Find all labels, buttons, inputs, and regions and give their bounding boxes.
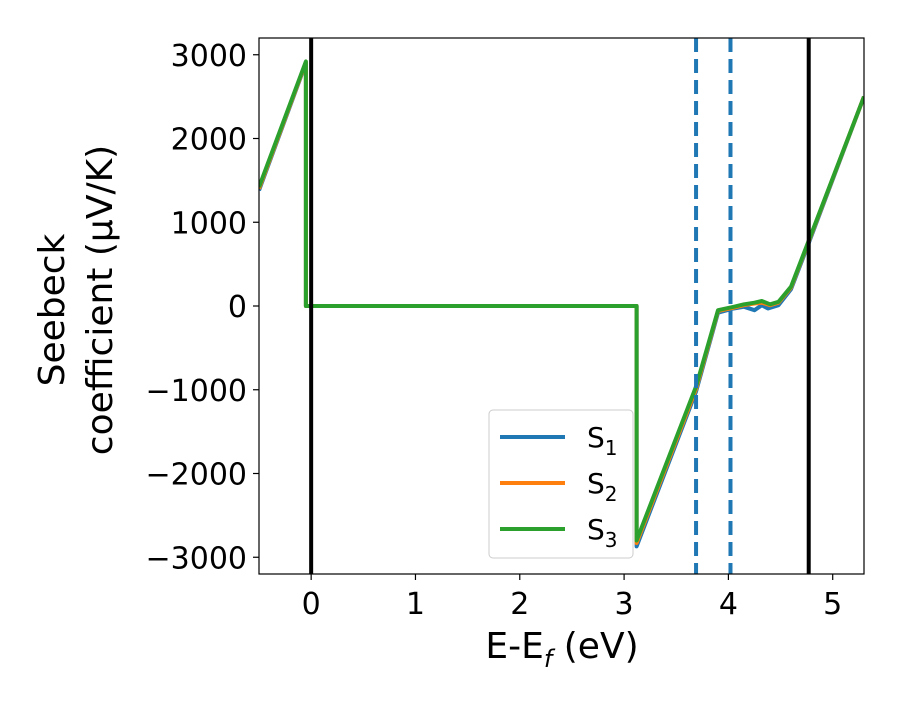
x-axis-label-unit: (eV) [552, 626, 638, 667]
y-tick-label: 0 [228, 290, 247, 325]
y-tick-label: 2000 [171, 123, 247, 158]
ticks: 0 1 2 3 4 5 −3000 −2000 −1000 0 1000 2000 3000 [146, 39, 843, 622]
series-line-3 [259, 59, 864, 543]
y-tick-label: 3000 [171, 39, 247, 74]
legend: S1 S2 S3 [488, 409, 634, 559]
x-tick-label: 2 [510, 587, 529, 622]
x-tick-label: 3 [615, 587, 634, 622]
x-axis-label-main: E-E [485, 626, 543, 667]
x-axis-label: E-Ef (eV) [485, 626, 638, 673]
y-tick-label: 1000 [171, 206, 247, 241]
y-axis-label-line1: Seebeck [32, 233, 73, 386]
legend-label-1: S1 [587, 421, 618, 460]
legend-label-2: S2 [587, 467, 618, 506]
y-tick-label: −2000 [146, 458, 247, 493]
series-layer [259, 59, 864, 549]
vertical-lines [309, 38, 811, 574]
x-tick-label: 0 [302, 587, 321, 622]
x-tick-label: 4 [719, 587, 738, 622]
y-tick-label: −1000 [146, 374, 247, 409]
x-tick-label: 1 [406, 587, 425, 622]
y-tick-label: −3000 [146, 541, 247, 576]
x-tick-label: 5 [823, 587, 842, 622]
legend-label-3: S3 [587, 513, 618, 552]
y-axis-label-line2: coefficient (μV/K) [80, 145, 121, 455]
